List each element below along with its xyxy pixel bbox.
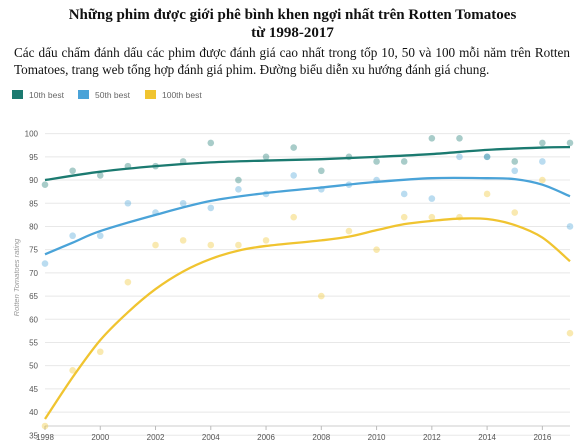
data-point-100th	[566, 329, 574, 337]
data-point-100th	[373, 246, 380, 253]
data-point-100th	[428, 213, 436, 221]
data-point-50th	[566, 223, 574, 230]
data-point-50th	[428, 195, 436, 202]
data-point-100th	[69, 367, 76, 374]
data-point-10th	[69, 167, 76, 175]
data-point-10th	[262, 153, 270, 161]
x-tick-label: 2010	[368, 433, 386, 442]
data-point-50th	[511, 167, 519, 175]
data-point-50th	[96, 232, 104, 240]
y-tick-label: 65	[29, 292, 38, 301]
y-tick-label: 70	[29, 269, 38, 278]
data-point-100th	[207, 241, 215, 249]
trend-line-50th	[44, 176, 571, 256]
data-point-10th	[483, 153, 491, 161]
data-point-10th	[235, 176, 242, 184]
data-point-100th	[152, 241, 159, 249]
y-axis-title: Rotten Tomatoes rating	[12, 238, 21, 317]
data-point-100th	[124, 278, 132, 286]
data-point-100th	[290, 213, 297, 221]
data-point-50th	[483, 153, 491, 161]
data-point-100th	[235, 241, 242, 249]
data-point-10th	[290, 144, 297, 151]
y-tick-label: 55	[29, 338, 38, 347]
chart-title: Những phim được giới phê bình khen ngợi …	[0, 6, 585, 42]
data-point-100th	[511, 209, 519, 216]
data-point-10th	[207, 139, 215, 147]
data-point-10th	[456, 134, 463, 142]
chart-title-line-1: Những phim được giới phê bình khen ngợi …	[68, 7, 517, 23]
data-point-50th	[207, 204, 215, 212]
x-tick-label: 2014	[478, 433, 496, 442]
data-point-100th	[345, 227, 353, 235]
x-tick-label: 2002	[147, 433, 165, 442]
x-tick-label: 2006	[257, 433, 275, 442]
y-tick-label: 80	[29, 222, 38, 231]
legend-label-100th: 100th best	[162, 90, 202, 100]
data-point-50th	[235, 186, 242, 193]
y-tick-label: 40	[29, 408, 38, 417]
chart-title-line-2: từ 1998-2017	[251, 25, 334, 41]
data-point-100th	[179, 237, 187, 244]
data-point-100th	[262, 237, 270, 244]
data-point-50th	[290, 172, 297, 179]
data-point-10th	[400, 158, 408, 165]
data-point-50th	[179, 199, 187, 207]
data-point-100th	[318, 292, 325, 300]
data-point-100th	[539, 176, 546, 184]
x-tick-label: 2004	[202, 433, 220, 442]
data-point-50th	[41, 260, 49, 267]
legend-item-50th[interactable]: 50th best	[78, 90, 130, 100]
legend-item-100th[interactable]: 100th best	[145, 90, 202, 100]
y-tick-label: 85	[29, 199, 38, 208]
data-point-10th	[511, 158, 519, 165]
chart-subtitle: Các dấu chấm đánh dấu các phim được đánh…	[14, 45, 570, 77]
data-point-100th	[400, 213, 408, 221]
data-point-10th	[373, 158, 380, 165]
y-tick-label: 90	[29, 176, 38, 185]
data-point-50th	[539, 158, 546, 165]
data-point-50th	[456, 153, 463, 161]
y-tick-label: 45	[29, 385, 38, 394]
data-point-50th	[124, 199, 132, 207]
y-tick-label: 35	[29, 431, 38, 440]
legend-label-50th: 50th best	[95, 90, 130, 100]
data-point-10th	[428, 134, 436, 142]
data-point-10th	[96, 172, 104, 179]
y-tick-label: 100	[25, 130, 39, 139]
legend-swatch-10th	[12, 90, 23, 100]
data-point-10th	[566, 139, 574, 147]
data-point-100th	[41, 422, 49, 430]
legend-item-10th[interactable]: 10th best	[12, 90, 64, 100]
x-tick-label: 2008	[312, 433, 330, 442]
x-tick-label: 2000	[91, 433, 109, 442]
data-point-50th	[69, 232, 76, 240]
y-tick-label: 60	[29, 315, 38, 324]
legend-label-10th: 10th best	[29, 90, 64, 100]
data-point-10th	[539, 139, 546, 147]
y-tick-label: 95	[29, 153, 38, 162]
y-tick-label: 75	[29, 246, 38, 255]
y-tick-label: 50	[29, 362, 38, 371]
x-tick-label: 2016	[533, 433, 551, 442]
legend-swatch-50th	[78, 90, 89, 100]
legend-swatch-100th	[145, 90, 156, 100]
trend-line-10th	[44, 145, 571, 182]
x-tick-label: 2012	[423, 433, 441, 442]
data-point-50th	[400, 190, 408, 198]
trend-line-100th	[44, 217, 571, 420]
data-point-100th	[483, 190, 491, 198]
data-point-10th	[41, 181, 49, 188]
data-point-10th	[318, 167, 325, 175]
data-point-100th	[96, 348, 104, 356]
x-tick-label: 1998	[36, 433, 54, 442]
